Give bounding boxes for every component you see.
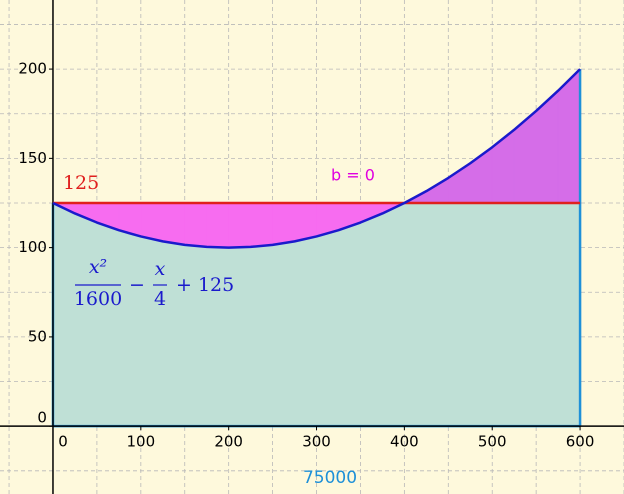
- x-tick-label: 600: [566, 433, 595, 451]
- level-label: 125: [63, 172, 99, 194]
- formula-denominator: 4: [154, 288, 166, 310]
- x-tick-label: 0: [58, 433, 68, 451]
- x-tick-label: 300: [302, 433, 331, 451]
- x-tick-label: 100: [127, 433, 156, 451]
- area-fill: [52, 202, 581, 427]
- y-tick-label: 100: [18, 238, 47, 256]
- formula-operator: −: [129, 274, 145, 296]
- x-tick-label: 200: [214, 433, 243, 451]
- formula-numerator: x²: [89, 256, 107, 278]
- y-tick-label: 200: [18, 60, 47, 78]
- x-tick-label: 400: [390, 433, 419, 451]
- formula-rest: + 125: [176, 274, 234, 296]
- x-tick-label: 500: [478, 433, 507, 451]
- formula-denominator: 1600: [74, 288, 122, 310]
- formula-numerator: x: [155, 258, 166, 280]
- y-tick-label: 0: [37, 409, 47, 427]
- function-curve: [52, 68, 581, 249]
- area-label: 75000: [303, 468, 357, 488]
- annotation: b = 0: [331, 166, 375, 185]
- y-tick-label: 50: [28, 327, 47, 345]
- y-tick-label: 150: [18, 149, 47, 167]
